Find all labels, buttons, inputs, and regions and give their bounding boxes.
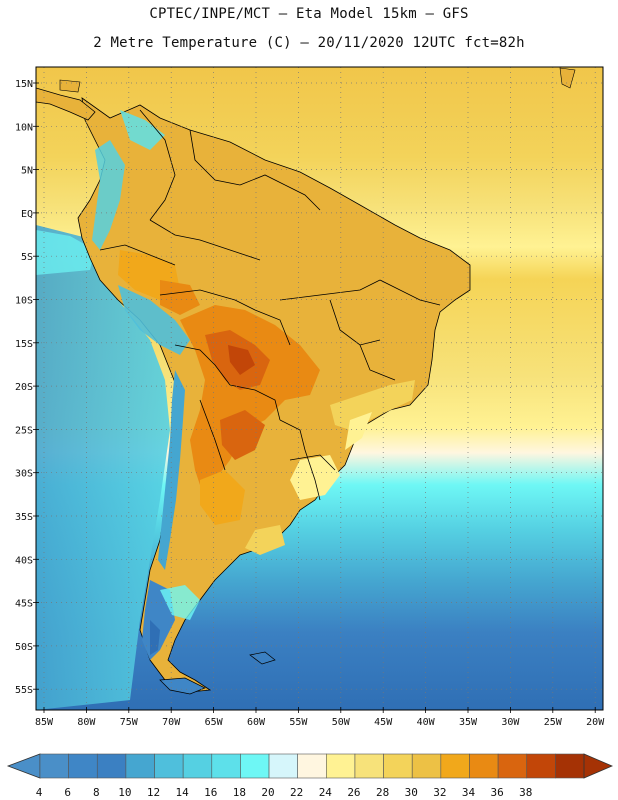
lat-label: 20S: [15, 382, 33, 393]
lon-label: 50W: [332, 717, 351, 728]
colorbar-label: 20: [261, 786, 274, 799]
colorbar-right-arrow: [583, 753, 614, 779]
colorbar-label: 30: [405, 786, 418, 799]
colorbar-label: 22: [290, 786, 303, 799]
colorbar-swatch: [268, 753, 298, 779]
colorbar-swatch: [297, 753, 327, 779]
lat-label: 10N: [15, 122, 33, 133]
colorbar-swatch: [154, 753, 184, 779]
colorbar-swatch: [383, 753, 413, 779]
colorbar-swatch: [497, 753, 528, 779]
lat-label: 15N: [15, 79, 33, 90]
pacific-cool-water: [36, 225, 170, 710]
colorbar-label: 10: [118, 786, 131, 799]
colorbar-label: 24: [319, 786, 333, 799]
latitude-labels: 15N 10N 5N EQ 5S 10S 15S 20S 25S 30S 35S 40S 45S 50S 5…: [15, 79, 39, 696]
map-frame: [35, 66, 604, 711]
colorbar-swatch: [96, 753, 127, 779]
colorbar-swatch: [354, 753, 384, 779]
lon-label: 35W: [459, 717, 478, 728]
colorbar-label: 8: [93, 786, 100, 799]
colorbar-label: 32: [433, 786, 446, 799]
lat-label: 10S: [15, 296, 33, 307]
lon-label: 30W: [501, 717, 520, 728]
colorbar-label: 4: [36, 786, 43, 799]
colorbar-label: 34: [462, 786, 476, 799]
lon-label: 85W: [35, 717, 54, 728]
colorbar-swatch: [440, 753, 470, 779]
colorbar-swatch: [326, 753, 356, 779]
colorbar-label: 28: [376, 786, 389, 799]
colorbar-swatch: [240, 753, 270, 779]
lon-label: 70W: [162, 717, 181, 728]
graticule: [36, 67, 603, 710]
colorbar-left-arrow: [6, 753, 41, 779]
lat-label: 40S: [15, 555, 33, 566]
colorbar-swatch: [182, 753, 213, 779]
colorbar-swatch: [526, 753, 556, 779]
colorbar-swatch: [411, 753, 442, 779]
lon-label: 25W: [544, 717, 563, 728]
map-title-line1: CPTEC/INPE/MCT – Eta Model 15km – GFS: [149, 6, 469, 22]
central-america: [36, 87, 96, 121]
lon-label: 45W: [374, 717, 393, 728]
lon-label: 20W: [586, 717, 605, 728]
colorbar-label: 16: [204, 786, 217, 799]
colorbar-label: 26: [347, 786, 360, 799]
lon-label: 65W: [205, 717, 224, 728]
colorbar-swatch: [211, 753, 241, 779]
lat-label: EQ: [21, 209, 33, 220]
lat-label: 50S: [15, 642, 33, 653]
longitude-labels: 85W 80W 75W 70W 65W 60W 55W 50W 45W 40W 35W 30W 25W 2…: [35, 707, 605, 728]
lat-label: 35S: [15, 512, 33, 523]
colorbar-label: 36: [490, 786, 503, 799]
lat-label: 25S: [15, 425, 33, 436]
lon-label: 60W: [247, 717, 266, 728]
colorbar-label: 12: [147, 786, 160, 799]
colorbar-swatch: [125, 753, 155, 779]
country-borders: [99, 109, 441, 501]
lat-label: 5S: [21, 252, 33, 263]
andes-south: [158, 370, 185, 570]
colorbar-swatch: [469, 753, 499, 779]
colorbar-label: 6: [64, 786, 71, 799]
colorbar-swatch: [68, 753, 98, 779]
lat-label: 45S: [15, 599, 33, 610]
colorbar: 4 6 8 10 12 14 16 18 20 22 24 26 28 30 32 34 36 38: [6, 753, 614, 799]
colorbar-label: 38: [519, 786, 532, 799]
lat-label: 55S: [15, 685, 33, 696]
colorbar-label: 18: [233, 786, 246, 799]
colorbar-swatch: [39, 753, 69, 779]
lon-label: 40W: [417, 717, 436, 728]
lon-label: 80W: [77, 717, 96, 728]
lon-label: 75W: [120, 717, 139, 728]
map-title-line2: 2 Metre Temperature (C) – 20/11/2020 12U…: [93, 35, 525, 51]
lon-label: 55W: [289, 717, 308, 728]
colorbar-swatch: [555, 753, 585, 779]
lat-label: 5N: [21, 166, 33, 177]
lat-label: 15S: [15, 339, 33, 350]
andes-north: [92, 140, 125, 250]
colorbar-label: 14: [176, 786, 190, 799]
lat-label: 30S: [15, 469, 33, 480]
